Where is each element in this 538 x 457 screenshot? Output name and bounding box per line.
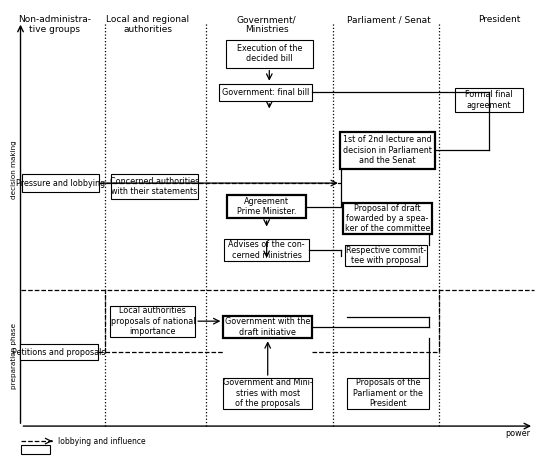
Text: Respective commit-
tee with proposal: Respective commit- tee with proposal — [345, 246, 426, 266]
Text: Parliament / Senat: Parliament / Senat — [346, 15, 430, 24]
Text: Local and regional
authorities: Local and regional authorities — [106, 15, 189, 34]
FancyBboxPatch shape — [345, 245, 427, 266]
Text: power: power — [505, 429, 530, 438]
FancyBboxPatch shape — [220, 84, 312, 101]
Text: Pressure and lobbying: Pressure and lobbying — [16, 179, 105, 187]
Text: Local authorities
proposals of national
importance: Local authorities proposals of national … — [111, 306, 195, 336]
FancyBboxPatch shape — [223, 316, 312, 339]
Text: preparation phase: preparation phase — [11, 323, 17, 389]
FancyBboxPatch shape — [348, 378, 429, 409]
FancyBboxPatch shape — [223, 378, 312, 409]
FancyBboxPatch shape — [111, 175, 198, 199]
Text: Agreement
Prime Minister.: Agreement Prime Minister. — [237, 197, 296, 217]
Text: President: President — [478, 15, 521, 24]
Text: Government/
Ministries: Government/ Ministries — [237, 15, 296, 34]
Text: Execution of the
decided bill: Execution of the decided bill — [237, 44, 302, 64]
Text: Petitions and proposals: Petitions and proposals — [12, 347, 106, 356]
Text: Government with the
draft initiative: Government with the draft initiative — [225, 317, 310, 337]
FancyBboxPatch shape — [20, 344, 98, 360]
Text: lobbying and influence: lobbying and influence — [58, 436, 145, 446]
FancyBboxPatch shape — [343, 202, 432, 234]
FancyBboxPatch shape — [228, 195, 306, 218]
Text: Concerned authorities
with their statements: Concerned authorities with their stateme… — [110, 177, 199, 197]
FancyBboxPatch shape — [21, 445, 50, 454]
FancyBboxPatch shape — [224, 239, 309, 261]
FancyBboxPatch shape — [225, 40, 313, 68]
FancyBboxPatch shape — [22, 175, 98, 191]
FancyBboxPatch shape — [339, 132, 435, 169]
FancyBboxPatch shape — [110, 306, 195, 337]
Text: Government: final bill: Government: final bill — [222, 88, 309, 97]
Text: Government and Mini-
stries with most
of the proposals: Government and Mini- stries with most of… — [223, 378, 313, 408]
Text: Non-administra-
tive groups: Non-administra- tive groups — [18, 15, 91, 34]
Text: Advises of the con-
cerned ministries: Advises of the con- cerned ministries — [228, 240, 305, 260]
Text: Proposals of the
Parliament or the
President: Proposals of the Parliament or the Presi… — [353, 378, 423, 408]
FancyBboxPatch shape — [455, 88, 523, 112]
Text: Proposal of draft
fowarded by a spea-
ker of the committee: Proposal of draft fowarded by a spea- ke… — [345, 204, 430, 234]
Text: 1st of 2nd lecture and
decision in Parliament
and the Senat: 1st of 2nd lecture and decision in Parli… — [343, 135, 432, 165]
Text: decision making: decision making — [11, 140, 17, 199]
Text: Formal final
agreement: Formal final agreement — [465, 90, 513, 110]
